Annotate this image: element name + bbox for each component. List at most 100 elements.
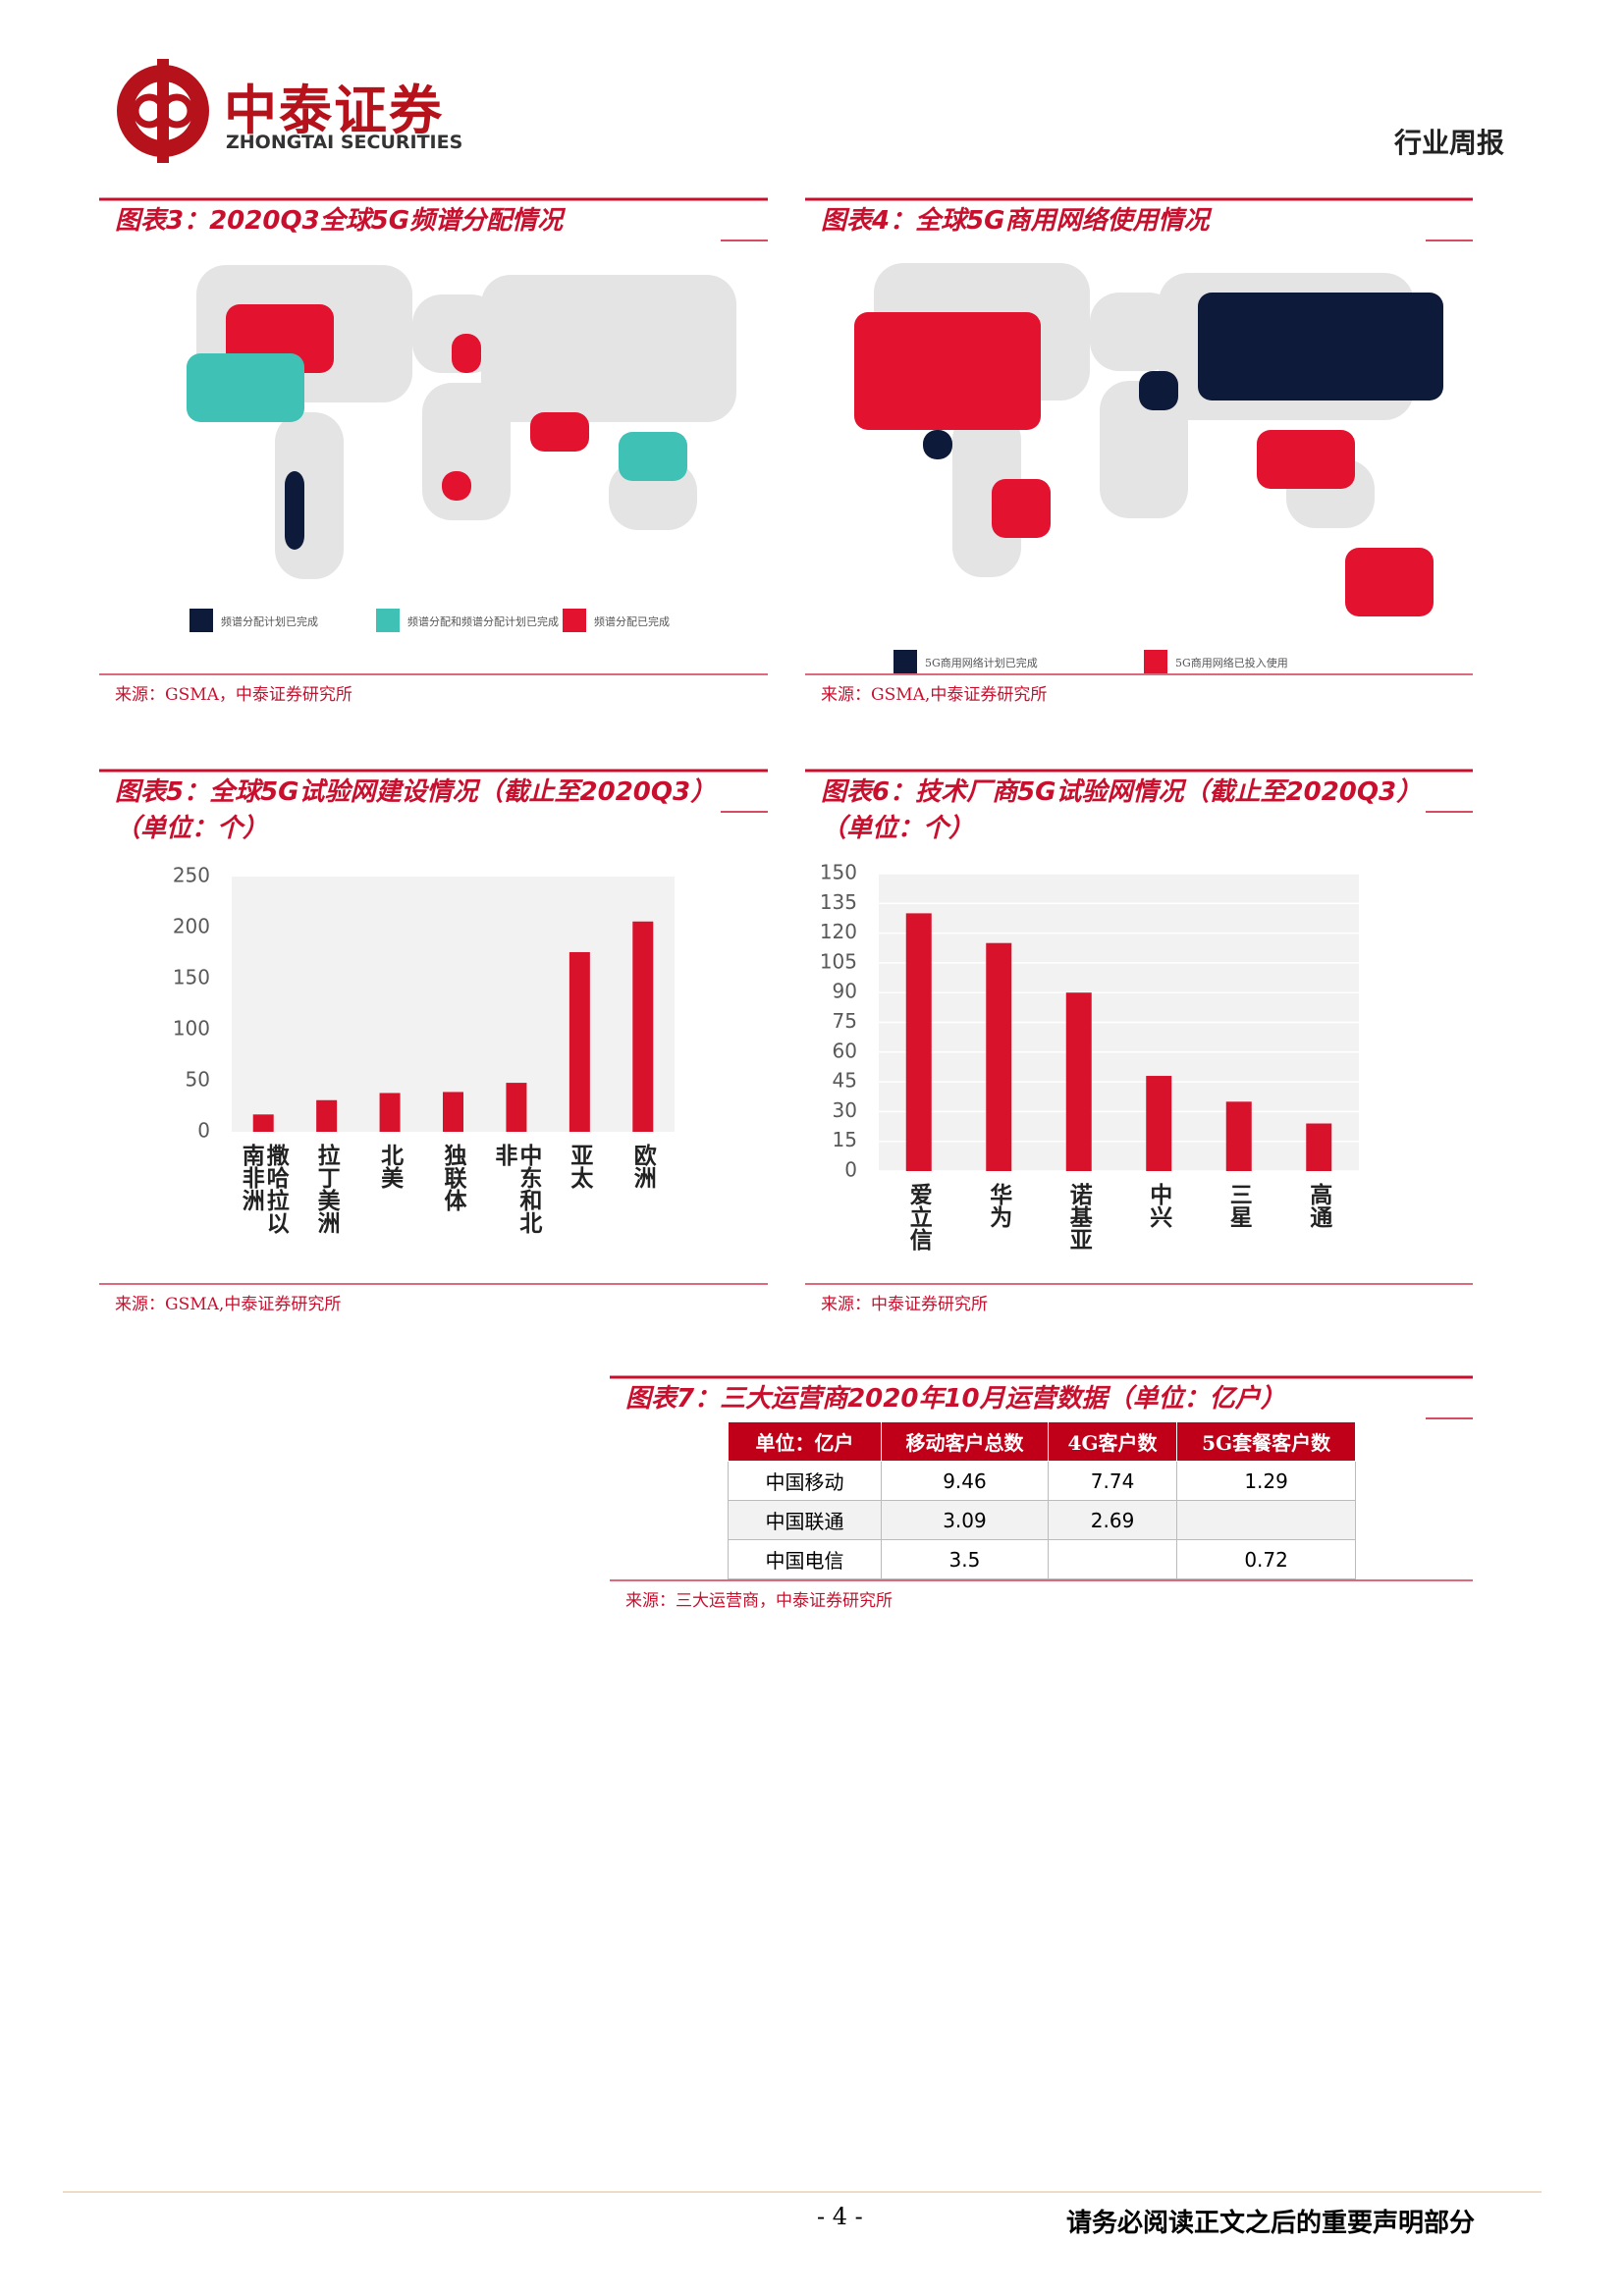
map-region <box>1257 430 1355 489</box>
x-tick-label: 撒哈拉以南非洲 <box>238 1144 290 1234</box>
x-tick-label: 北美 <box>376 1144 404 1189</box>
figure-source: 来源：GSMA,中泰证券研究所 <box>821 685 1048 705</box>
map-region <box>187 353 304 422</box>
figure-title: 图表5：全球5G试验网建设情况（截止至2020Q3）（单位：个） <box>115 777 717 843</box>
x-tick-label: 华为 <box>985 1183 1012 1228</box>
bar <box>1225 1101 1252 1171</box>
logo-cn: 中泰证券 <box>224 80 444 141</box>
table-cell: 2.69 <box>1047 1500 1178 1540</box>
report-type: 行业周报 <box>1394 127 1505 159</box>
footer-notice: 请务必阅读正文之后的重要声明部分 <box>1066 2209 1476 2238</box>
table-header: 4G客户数 <box>1047 1421 1178 1462</box>
map-region <box>1198 293 1443 400</box>
legend-label: 频谱分配和频谱分配计划已完成 <box>407 615 559 628</box>
legend-swatch <box>563 609 586 632</box>
bar <box>506 1083 527 1132</box>
y-tick-label: 45 <box>833 1069 857 1093</box>
bar <box>1146 1076 1172 1171</box>
legend-swatch <box>1144 650 1167 673</box>
legend-label: 频谱分配已完成 <box>594 615 670 628</box>
y-tick-label: 150 <box>820 861 857 884</box>
figure-source: 来源：中泰证券研究所 <box>821 1295 988 1314</box>
map-region <box>442 471 471 501</box>
table-cell: 3.09 <box>881 1500 1049 1540</box>
bar <box>905 913 932 1171</box>
y-tick-label: 0 <box>844 1158 857 1182</box>
plot-bg <box>232 877 675 1132</box>
table-cell <box>1047 1539 1178 1579</box>
y-tick-label: 75 <box>833 1009 857 1033</box>
x-tick-label: 高通 <box>1305 1183 1332 1228</box>
y-tick-label: 60 <box>833 1039 857 1062</box>
x-tick-label: 三星 <box>1225 1183 1253 1228</box>
figure-source: 来源：GSMA，中泰证券研究所 <box>115 685 352 705</box>
x-tick-label: 亚太 <box>566 1144 593 1189</box>
y-tick-label: 90 <box>833 980 857 1003</box>
x-tick-label: 中东和北非 <box>490 1144 542 1234</box>
map-region <box>619 432 687 481</box>
map-region <box>854 312 1041 430</box>
bar <box>252 1114 274 1132</box>
legend-label: 5G商用网络已投入使用 <box>1175 657 1288 669</box>
x-tick-label: 欧洲 <box>629 1144 657 1189</box>
y-tick-label: 200 <box>173 915 210 938</box>
bar <box>379 1093 401 1132</box>
map-region <box>1139 371 1178 410</box>
bar <box>632 921 654 1132</box>
bar <box>443 1092 463 1132</box>
table-cell: 中国联通 <box>728 1500 882 1540</box>
x-tick-label: 中兴 <box>1145 1183 1172 1228</box>
y-tick-label: 100 <box>173 1017 210 1041</box>
logo-en: ZHONGTAI SECURITIES <box>226 132 463 153</box>
bar <box>568 951 590 1132</box>
table-cell: 7.74 <box>1047 1461 1178 1501</box>
map-region <box>285 471 304 550</box>
figure-source: 来源：三大运营商，中泰证券研究所 <box>625 1591 893 1611</box>
legend-swatch <box>376 609 400 632</box>
y-tick-label: 135 <box>820 890 857 914</box>
map-land <box>1090 293 1178 371</box>
y-tick-label: 250 <box>173 864 210 887</box>
x-tick-label: 诺基亚 <box>1065 1183 1093 1251</box>
figure-title: 图表4：全球5G商用网络使用情况 <box>821 206 1210 236</box>
y-tick-label: 120 <box>820 920 857 943</box>
table-cell: 9.46 <box>881 1461 1049 1501</box>
figure-title: 图表7：三大运营商2020年10月运营数据（单位：亿户） <box>625 1384 1286 1414</box>
table-cell <box>1176 1500 1356 1540</box>
map-region <box>530 412 589 452</box>
figure-source: 来源：GSMA,中泰证券研究所 <box>115 1295 342 1314</box>
map-land <box>481 275 736 422</box>
legend-swatch <box>893 650 917 673</box>
x-tick-label: 爱立信 <box>905 1183 933 1251</box>
legend-label: 频谱分配计划已完成 <box>221 615 318 628</box>
y-tick-label: 30 <box>833 1098 857 1122</box>
data-table: 单位：亿户 移动客户总数 4G客户数 5G套餐客户数中国移动 9.46 7.74 1.29 中… <box>728 1421 1356 1579</box>
logo-mark <box>117 59 209 163</box>
y-tick-label: 150 <box>173 966 210 989</box>
y-tick-label: 105 <box>820 949 857 973</box>
table-cell: 中国移动 <box>728 1461 882 1501</box>
table-header: 5G套餐客户数 <box>1176 1421 1356 1462</box>
map-region <box>992 479 1051 538</box>
table-header: 单位：亿户 <box>728 1421 882 1462</box>
table-cell: 1.29 <box>1176 1461 1356 1501</box>
map-region <box>923 430 952 459</box>
bar <box>1306 1123 1332 1171</box>
x-tick-label: 拉丁美洲 <box>313 1144 341 1234</box>
bar <box>316 1099 338 1132</box>
bar <box>1065 992 1092 1171</box>
table-cell: 0.72 <box>1176 1539 1356 1579</box>
page-number: - 4 - <box>817 2203 863 2230</box>
table-header: 移动客户总数 <box>881 1421 1049 1462</box>
table-cell: 3.5 <box>881 1539 1049 1579</box>
figure-title: 图表6：技术厂商5G试验网情况（截止至2020Q3）（单位：个） <box>821 777 1423 843</box>
legend-swatch <box>189 609 213 632</box>
legend-label: 5G商用网络计划已完成 <box>925 657 1038 669</box>
map-land <box>1100 381 1188 518</box>
y-tick-label: 0 <box>197 1119 210 1143</box>
x-tick-label: 独联体 <box>440 1144 466 1211</box>
map-region <box>452 334 481 373</box>
figure-title: 图表3：2020Q3全球5G频谱分配情况 <box>115 206 564 236</box>
